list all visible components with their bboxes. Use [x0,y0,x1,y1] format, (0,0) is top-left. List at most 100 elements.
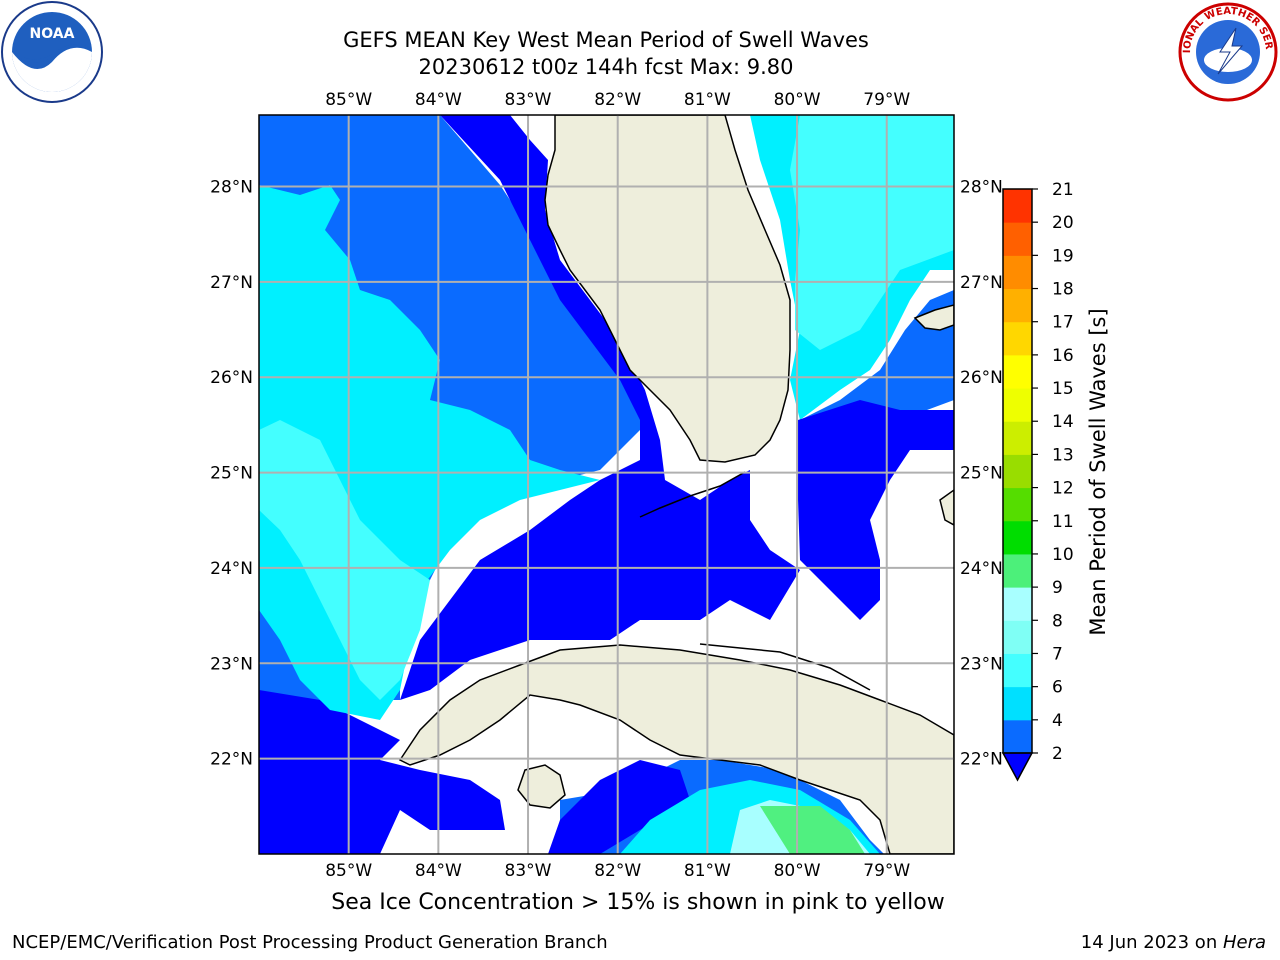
lat-tick-label: 26°N [210,368,253,388]
lat-tick-label: 22°N [210,750,253,770]
lon-tick-label: 80°W [774,861,821,881]
lat-tick-label: 22°N [960,750,1003,770]
lon-tick-label: 84°W [415,90,462,110]
land-cuba-north-cays [699,643,871,691]
lat-tick-label: 23°N [960,654,1003,674]
map-grid [259,115,954,854]
lon-tick-label: 81°W [684,861,731,881]
colorbar-tick-label: 17 [1052,313,1074,333]
map-plot-area [259,115,954,854]
lat-tick-label: 28°N [960,178,1003,198]
nws-logo: NATIONAL WEATHER SERVICE [1176,0,1278,102]
lat-tick-label: 24°N [210,559,253,579]
lon-tick-label: 82°W [594,861,641,881]
lon-tick-label: 85°W [325,861,372,881]
colorbar-tick-label: 21 [1052,180,1074,200]
land-florida-keys [639,471,746,518]
lon-tick-label: 80°W [774,90,821,110]
colorbar-under-extension [1001,752,1034,782]
colorbar-tick-label: 16 [1052,346,1074,366]
colorbar-label: Mean Period of Swell Waves [s] [1086,308,1110,635]
footer-date-text: 14 Jun 2023 on [1080,932,1223,953]
colorbar-tick-label: 4 [1052,711,1063,731]
map-subtitle: 20230612 t00z 144h fcst Max: 9.80 [418,55,794,79]
colorbar-segment [1003,587,1032,621]
lon-tick-label: 79°W [863,90,910,110]
colorbar-tick-label: 6 [1052,678,1063,698]
swell-field-deep-blue-atlantic [798,400,954,620]
lon-tick-label: 81°W [684,90,731,110]
colorbar-segment [1003,719,1032,754]
swell-field-light-cyan [259,420,430,700]
swell-field-light-cyan-atlantic [790,115,954,350]
colorbar-tick-label: 9 [1052,578,1063,598]
lon-tick-label: 79°W [863,861,910,881]
colorbar [1001,188,1038,782]
colorbar-tick-label: 10 [1052,545,1074,565]
lat-labels-left: 28°N 27°N 26°N 25°N 24°N 23°N 22°N [210,178,253,770]
colorbar-tick-label: 18 [1052,280,1074,300]
swell-field-deep-blue-south [548,760,690,854]
lon-tick-label: 83°W [505,861,552,881]
swell-field-blue-atlantic [800,290,954,420]
lon-tick-label: 84°W [415,861,462,881]
map-frame [258,114,955,855]
lon-labels-top: 85°W 84°W 83°W 82°W 81°W 80°W 79°W [325,90,910,110]
colorbar-segment [1003,620,1032,654]
swell-field-deep-blue-gulf [400,115,800,700]
lat-tick-label: 23°N [210,654,253,674]
colorbar-segment [1003,189,1032,223]
lon-labels-bottom: 85°W 84°W 83°W 82°W 81°W 80°W 79°W [325,861,910,881]
colorbar-ticks: 2 4 6 7 8 9 10 11 12 13 14 15 16 17 18 19 20 21 [1052,180,1074,764]
colorbar-tick-label: 13 [1052,445,1074,465]
colorbar-segment [1003,686,1032,721]
colorbar-segment [1003,321,1032,356]
lat-labels-right: 28°N 27°N 26°N 25°N 24°N 23°N 22°N [960,178,1003,770]
colorbar-segment [1003,421,1032,455]
map-title: GEFS MEAN Key West Mean Period of Swell … [343,28,869,52]
colorbar-segment [1003,487,1032,522]
lat-tick-label: 27°N [960,273,1003,293]
footer-branch: NCEP/EMC/Verification Post Processing Pr… [12,932,608,953]
colorbar-segment [1003,288,1032,323]
footer-host: Hera [1222,932,1266,953]
colorbar-tick-label: 7 [1052,644,1063,664]
lat-tick-label: 28°N [210,178,253,198]
noaa-logo: NOAA [1,1,103,103]
lat-tick-label: 27°N [210,273,253,293]
colorbar-tick-label: 8 [1052,611,1063,631]
land-cuba [398,644,954,854]
colorbar-segment [1003,354,1032,389]
colorbar-tick-label: 19 [1052,246,1074,266]
noaa-logo-text: NOAA [30,26,75,42]
lon-tick-label: 83°W [505,90,552,110]
colorbar-tick-label: 20 [1052,213,1074,233]
colorbar-segment [1003,222,1032,256]
land-florida [544,115,791,463]
colorbar-tick-label: 12 [1052,479,1074,499]
colorbar-segment [1003,520,1032,555]
colorbar-frame [1002,188,1033,754]
lon-tick-label: 82°W [594,90,641,110]
colorbar-tick-label: 15 [1052,379,1074,399]
colorbar-segment [1003,255,1032,290]
land-bahamas [913,304,954,331]
colorbar-tick-label: 11 [1052,512,1074,532]
sea-ice-caption: Sea Ice Concentration > 15% is shown in … [331,890,945,915]
colorbar-tick-label: 2 [1052,744,1063,764]
colorbar-segment [1003,653,1032,688]
lon-tick-label: 85°W [325,90,372,110]
colorbar-segment [1003,454,1032,489]
swell-field-green-south [760,806,865,854]
swell-field-deep-blue-sw [259,690,505,854]
lat-tick-label: 24°N [960,559,1003,579]
colorbar-tick-label: 14 [1052,412,1074,432]
colorbar-segment [1003,553,1032,588]
footer-date: 14 Jun 2023 on Hera [1081,932,1266,953]
colorbar-segment [1003,388,1032,422]
land-isla-juventud [517,764,566,809]
lat-tick-label: 25°N [960,464,1003,484]
lat-tick-label: 26°N [960,368,1003,388]
land-andros [939,489,954,526]
